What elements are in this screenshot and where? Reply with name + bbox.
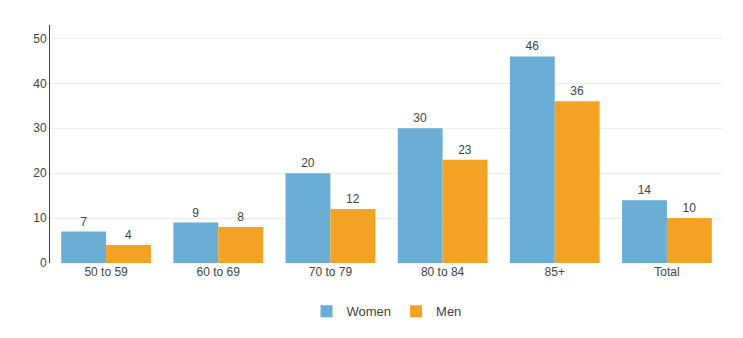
svg-text:40: 40 — [33, 77, 47, 91]
svg-text:10: 10 — [683, 201, 697, 215]
svg-text:50: 50 — [33, 32, 47, 46]
svg-text:0: 0 — [40, 256, 47, 270]
svg-text:30: 30 — [413, 111, 427, 125]
svg-text:70 to 79: 70 to 79 — [309, 265, 353, 279]
svg-text:80 to 84: 80 to 84 — [421, 265, 465, 279]
svg-text:20: 20 — [33, 166, 47, 180]
svg-text:23: 23 — [458, 143, 472, 157]
svg-text:7: 7 — [80, 215, 87, 229]
svg-text:Total: Total — [654, 265, 679, 279]
svg-text:Women: Women — [347, 304, 392, 319]
svg-text:36: 36 — [570, 84, 584, 98]
svg-text:9: 9 — [192, 206, 199, 220]
svg-text:46: 46 — [525, 39, 539, 53]
svg-text:10: 10 — [33, 211, 47, 225]
svg-text:60 to 69: 60 to 69 — [197, 265, 241, 279]
svg-text:8: 8 — [237, 210, 244, 224]
svg-text:12: 12 — [346, 192, 360, 206]
svg-text:30: 30 — [33, 121, 47, 135]
svg-text:14: 14 — [638, 183, 652, 197]
svg-text:85+: 85+ — [545, 265, 565, 279]
svg-text:20: 20 — [301, 156, 315, 170]
svg-text:50 to 59: 50 to 59 — [84, 265, 128, 279]
svg-text:4: 4 — [125, 228, 132, 242]
svg-text:Men: Men — [436, 304, 461, 319]
